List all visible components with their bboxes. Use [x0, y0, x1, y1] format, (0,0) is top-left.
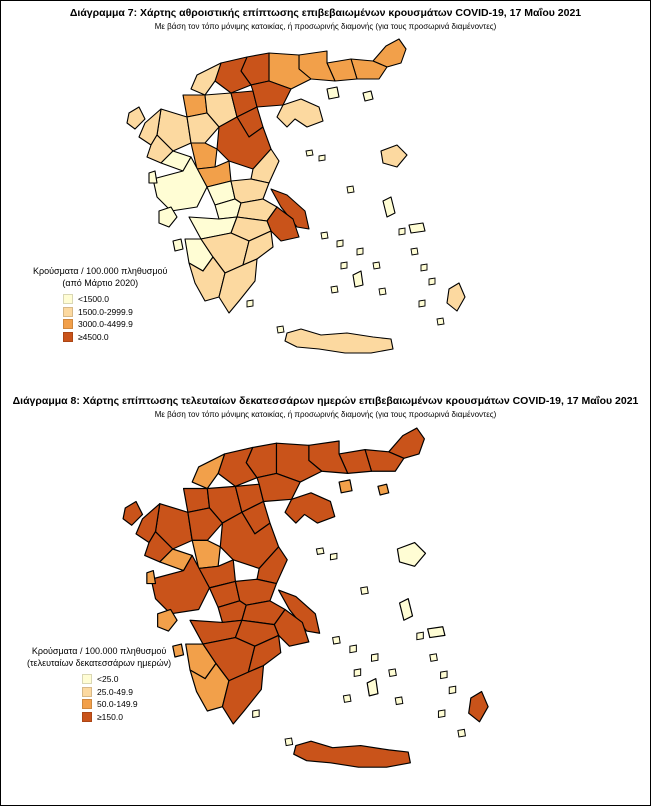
map2-shapes — [122, 427, 489, 768]
map2-legend-heading-line2: (τελευταίων δεκατεσσάρων ημερών) — [27, 658, 172, 668]
map1-legend-swatch — [63, 331, 73, 342]
map2-region-rodos — [468, 690, 489, 723]
map1-region-trikala — [190, 142, 218, 170]
map2-legend: Κρούσματα / 100.000 πληθυσμού (τελευταίω… — [27, 645, 171, 723]
map1-region-samothraki — [362, 90, 374, 102]
map2-region-grevena — [187, 507, 224, 541]
map1-subtitle: Με βάση τον τόπο μόνιμης κατοικίας, ή πρ… — [154, 22, 497, 31]
map1-region-chalkidiki — [276, 98, 324, 128]
map2-region-samos — [427, 626, 446, 639]
map1-title: Διάγραμμα 7: Χάρτης αθροιστικής επίπτωση… — [69, 7, 582, 19]
map1-region-lefkada — [148, 170, 158, 184]
map2-greece-choropleth — [122, 427, 489, 768]
map2-region-trikala — [191, 539, 221, 570]
map1-legend-swatch — [63, 306, 73, 317]
map1-region-aitoloakarnania — [152, 156, 208, 212]
map2-region-lakonia — [221, 665, 265, 725]
map1-region-lesvos — [380, 144, 408, 168]
map1-region-kriti — [284, 328, 394, 354]
map1-legend: Κρούσματα / 100.000 πληθυσμού (από Μάρτι… — [33, 265, 167, 343]
map1-region-rodos — [446, 282, 466, 312]
map2-legend-items: <25.0 25.0-49.9 50.0-149.9 ≥150.0 — [82, 673, 171, 723]
map1-region-chios — [382, 196, 396, 218]
map1-greece-choropleth — [126, 38, 466, 354]
map2-region-magnisia — [256, 546, 288, 585]
map1-islands — [126, 86, 466, 354]
map2-subtitle: Με βάση τον τόπο μόνιμης κατοικίας, ή πρ… — [154, 410, 497, 419]
map1-legend-heading-line2: (από Μάρτιο 2020) — [62, 278, 139, 288]
map1-region-samos — [408, 222, 426, 234]
map2-legend-label: ≥150.0 — [97, 711, 123, 722]
map1-legend-label: <1500.0 — [78, 294, 109, 305]
map2-region-kriti — [293, 740, 411, 768]
map2-legend-label: 25.0-49.9 — [97, 686, 133, 697]
map1-legend-heading: Κρούσματα / 100.000 πληθυσμού (από Μάρτι… — [33, 265, 167, 289]
map2-legend-item: 25.0-49.9 — [82, 686, 171, 699]
map2-region-chalkidiki — [284, 492, 336, 524]
map1-legend-label: ≥4500.0 — [78, 331, 109, 342]
map1-legend-swatch — [63, 319, 73, 330]
map1-region-thasos — [326, 86, 340, 100]
map1-region-grevena — [186, 112, 220, 144]
map2-region-florina — [191, 453, 226, 490]
map2-region-argolida — [247, 634, 282, 673]
map2-legend-heading: Κρούσματα / 100.000 πληθυσμού (τελευταίω… — [27, 645, 171, 669]
map2-region-samothraki — [377, 483, 390, 496]
map2-legend-swatch — [82, 686, 92, 697]
map1-region-argolida — [242, 230, 274, 266]
map2-region-naxos — [366, 678, 379, 697]
map1-legend-item: 3000.0-4499.9 — [63, 318, 167, 331]
map1-small-islets — [246, 149, 445, 334]
map1-legend-item: <1500.0 — [63, 293, 167, 306]
map2-region-lesvos — [396, 541, 427, 567]
map2-region-lefkada — [146, 570, 157, 585]
map2-region-thasos — [338, 479, 353, 494]
map1-legend-item: 1500.0-2999.9 — [63, 306, 167, 319]
map2-legend-heading-line1: Κρούσματα / 100.000 πληθυσμού — [31, 646, 167, 656]
map1-region-kerkyra — [126, 106, 146, 130]
map2-small-islets — [252, 547, 466, 747]
map2-region-evia — [278, 589, 321, 634]
map2-region-kerkyra — [122, 500, 144, 526]
map1-region-naxos — [352, 270, 364, 288]
map2-legend-item: 50.0-149.9 — [82, 698, 171, 711]
map2-islands — [122, 479, 489, 768]
map1-legend-label: 3000.0-4499.9 — [78, 319, 133, 330]
map1-legend-item: ≥4500.0 — [63, 331, 167, 344]
map1-region-magnisia — [250, 148, 280, 184]
map2-region-aitoloakarnania — [150, 554, 211, 615]
map1-legend-label: 1500.0-2999.9 — [78, 306, 133, 317]
map2-legend-label: <25.0 — [97, 674, 119, 685]
map1-region-lakonia — [218, 258, 258, 314]
map2-regions — [135, 427, 425, 725]
map2-legend-swatch — [82, 674, 92, 685]
map1-region-evia — [270, 188, 310, 230]
map2-region-chios — [398, 598, 414, 621]
map2-title: Διάγραμμα 8: Χάρτης επίπτωσης τελευταίων… — [12, 395, 639, 407]
map2-region-zakynthos — [172, 643, 185, 658]
map1-region-kefalonia — [158, 206, 178, 228]
map1-legend-heading-line1: Κρούσματα / 100.000 πληθυσμού — [33, 266, 168, 276]
map1-legend-swatch — [63, 294, 73, 305]
map2-legend-item: ≥150.0 — [82, 711, 171, 724]
map2-legend-item: <25.0 — [82, 673, 171, 686]
map1-region-zakynthos — [172, 238, 184, 252]
map2-legend-swatch — [82, 711, 92, 722]
map2-legend-swatch — [82, 699, 92, 710]
map1-regions — [138, 38, 407, 314]
map1-legend-items: <1500.0 1500.0-2999.9 3000.0-4499.9 ≥450… — [63, 293, 167, 343]
map1-region-florina — [190, 62, 222, 96]
map2-region-kefalonia — [157, 608, 178, 632]
map2-legend-label: 50.0-149.9 — [97, 699, 138, 710]
